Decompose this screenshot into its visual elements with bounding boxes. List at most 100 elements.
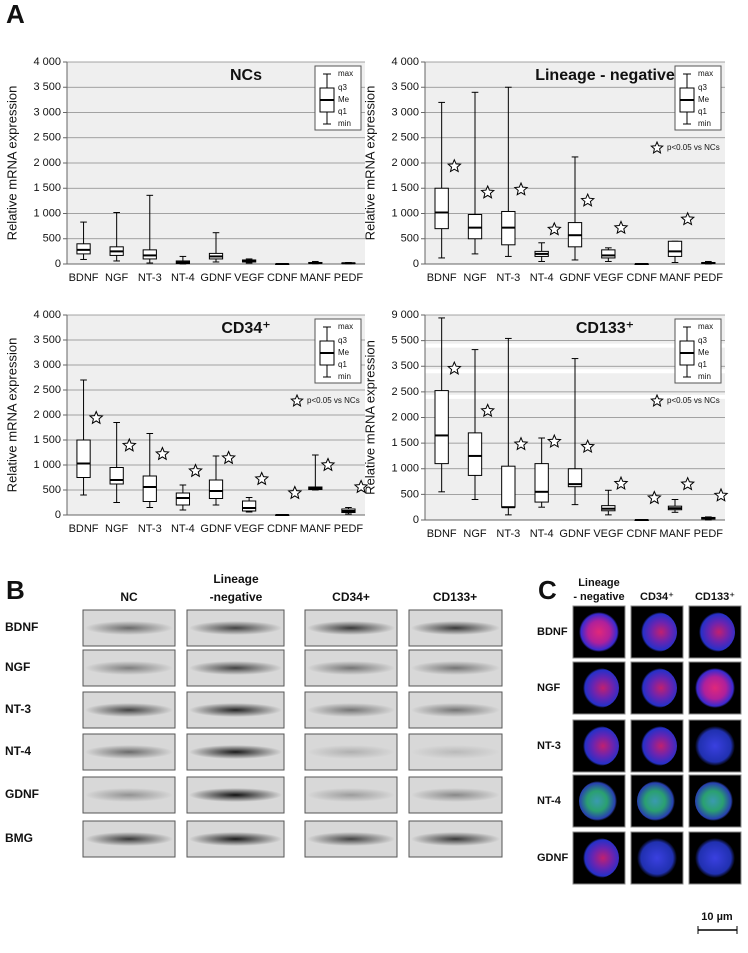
x-tick-label: NT-3: [138, 272, 162, 284]
panel-label: C: [538, 575, 557, 605]
star-note: p<0.05 vs NCs: [307, 396, 360, 405]
x-tick-label: PEDF: [334, 523, 364, 535]
y-tick-label: 1 000: [391, 463, 419, 475]
significance-star: [513, 181, 529, 196]
blot-band: [85, 621, 173, 635]
significance-star: [287, 485, 303, 500]
key-label: Me: [338, 95, 350, 104]
star-note: p<0.05 vs NCs: [667, 143, 720, 152]
x-tick-label: BDNF: [69, 272, 99, 284]
row-label: NGF: [537, 682, 561, 694]
cell: [637, 612, 677, 652]
significance-star: [680, 476, 696, 491]
x-tick-label: NGF: [105, 272, 129, 284]
key-label: max: [338, 322, 353, 331]
significance-star: [480, 184, 496, 199]
significance-star: [320, 457, 336, 472]
x-tick-label: PEDF: [694, 528, 724, 540]
y-tick-label: 3 500: [391, 360, 419, 372]
x-tick-label: NGF: [463, 272, 487, 284]
chart-title: CD34⁺: [221, 320, 270, 337]
y-tick-label: 1 000: [391, 207, 419, 219]
x-tick-label: NGF: [463, 528, 487, 540]
y-tick-label: 500: [401, 488, 419, 500]
cell: [579, 838, 619, 878]
axis-break: [417, 343, 733, 348]
x-tick-label: NT-3: [496, 528, 520, 540]
cell: [637, 726, 677, 766]
row-label: BDNF: [5, 620, 38, 634]
key-label: Me: [698, 95, 710, 104]
x-tick-label: NT-3: [496, 272, 520, 284]
significance-star: [546, 221, 562, 236]
column-header: NC: [120, 590, 138, 604]
y-tick-label: 0: [55, 258, 61, 270]
key-label: Me: [338, 348, 350, 357]
star-note: p<0.05 vs NCs: [667, 396, 720, 405]
star-key: [650, 393, 664, 407]
row-label: NGF: [5, 660, 30, 674]
significance-star: [353, 479, 369, 494]
y-tick-label: 2 500: [391, 386, 419, 398]
x-tick-label: MANF: [659, 272, 690, 284]
box: [434, 187, 449, 230]
key-label: q3: [338, 336, 347, 345]
y-tick-label: 3 000: [33, 106, 61, 118]
x-tick-label: NT-4: [530, 528, 554, 540]
y-tick-label: 3 500: [391, 81, 419, 93]
box: [208, 479, 224, 499]
blot-band: [189, 621, 282, 635]
y-tick-label: 2 000: [33, 157, 61, 169]
significance-star: [613, 475, 629, 490]
cell: [637, 668, 677, 708]
significance-star: [580, 192, 596, 207]
key-label: q1: [698, 360, 707, 369]
cell: [579, 781, 619, 821]
x-tick-label: PEDF: [694, 272, 724, 284]
significance-star: [88, 410, 104, 425]
blot-band: [307, 745, 395, 759]
y-tick-label: 1 000: [33, 459, 61, 471]
blot-band: [307, 703, 395, 717]
x-tick-label: NT-4: [171, 523, 195, 535]
column-header: CD133+: [433, 590, 477, 604]
y-tick-label: 3 500: [33, 334, 61, 346]
cell: [579, 668, 619, 708]
box: [467, 432, 483, 476]
significance-star: [713, 487, 729, 502]
column-header: -negative: [210, 590, 263, 604]
significance-star: [446, 158, 462, 173]
blot-band: [189, 745, 282, 759]
x-tick-label: MANF: [300, 523, 331, 535]
y-axis-label: Relative mRNA expression: [362, 86, 377, 241]
blot-band: [189, 788, 282, 802]
y-tick-label: 4 000: [391, 56, 419, 68]
y-tick-label: 1 500: [33, 182, 61, 194]
significance-star: [546, 433, 562, 448]
column-header: Lineage: [213, 572, 259, 586]
box: [534, 463, 549, 503]
y-tick-label: 4 000: [33, 309, 61, 321]
blot-band: [411, 703, 500, 717]
box: [501, 465, 516, 508]
x-tick-label: MANF: [300, 272, 331, 284]
box: [109, 467, 124, 485]
key-label: max: [338, 69, 353, 78]
cell: [695, 726, 735, 766]
cell: [637, 838, 677, 878]
significance-star: [680, 211, 696, 226]
blot-band: [411, 788, 500, 802]
y-tick-label: 3 000: [33, 359, 61, 371]
blot-band: [189, 832, 282, 846]
cell: [579, 612, 619, 652]
key-label: Me: [698, 348, 710, 357]
panel-label: A: [6, 0, 25, 29]
box: [76, 243, 91, 255]
blot-band: [307, 832, 395, 846]
blot-band: [85, 832, 173, 846]
key-label: q1: [338, 107, 347, 116]
x-tick-label: VEGF: [593, 272, 623, 284]
y-tick-label: 2 000: [33, 409, 61, 421]
box: [142, 475, 157, 502]
